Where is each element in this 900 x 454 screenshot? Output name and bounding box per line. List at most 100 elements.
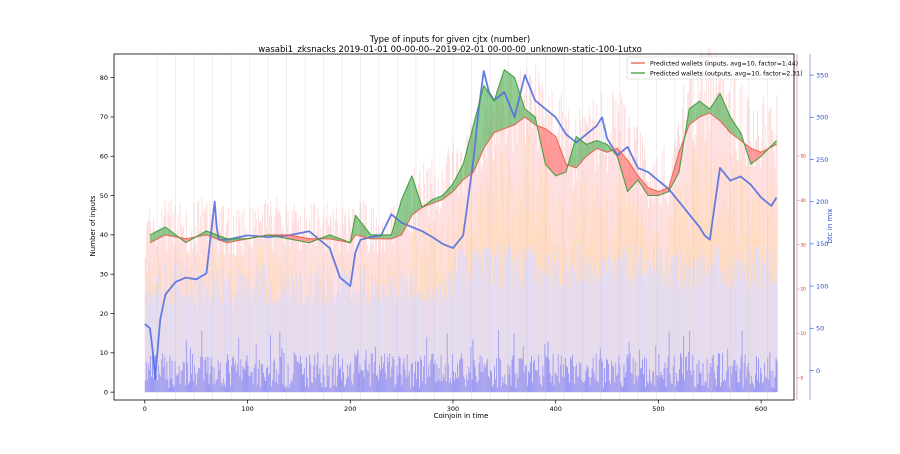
x-tick-label: 100 [241, 405, 253, 413]
bar-lavender [294, 294, 296, 393]
bar-lavender [200, 271, 202, 393]
bar-blue [173, 386, 175, 393]
bar-blue [499, 357, 501, 393]
bar-blue [323, 374, 325, 393]
bar-blue [380, 370, 382, 393]
bar-lavender [651, 277, 653, 393]
bar-blue [202, 356, 204, 393]
bar-lavender [248, 300, 250, 393]
bar-blue [479, 355, 481, 393]
bar-lavender [643, 283, 645, 393]
bar-blue [403, 357, 405, 393]
bar-lavender [688, 267, 690, 393]
bar-lavender [160, 289, 162, 393]
bar-blue [546, 357, 548, 393]
bar-lavender [380, 300, 382, 393]
bar-lavender [488, 265, 490, 393]
bar-blue [178, 365, 180, 393]
bar-pink [353, 209, 355, 393]
bar-blue [641, 359, 644, 393]
bar-lavender [468, 273, 470, 393]
bar-blue [183, 362, 185, 393]
outputs-prediction-line [149, 69, 777, 244]
bar-blue [486, 359, 488, 393]
bar-lavender [157, 276, 159, 393]
bar-blue [558, 382, 560, 393]
bar-blue [497, 387, 499, 393]
bar-lavender [580, 282, 582, 393]
bar-blue [456, 378, 458, 393]
fill-between-green [411, 175, 423, 216]
bar-lavender [321, 300, 323, 393]
bar-blue [636, 379, 638, 393]
bar-lavender [163, 297, 165, 393]
bar-blue [305, 386, 307, 393]
bar-lavender [334, 303, 336, 393]
bar-blue [513, 333, 515, 393]
bar-lavender [610, 258, 612, 393]
bar-blue [376, 374, 379, 393]
bar-lavender [318, 266, 320, 393]
bar-blue [410, 363, 412, 393]
fill-between-red [627, 160, 638, 192]
bar-blue [153, 378, 155, 393]
bar-lavender [664, 287, 666, 393]
bar-blue [720, 386, 722, 393]
bar-lavender [268, 302, 270, 393]
bar-lavender [483, 247, 485, 393]
bar-blue [751, 382, 753, 393]
bar-lavender [517, 252, 519, 393]
bar-orange [500, 152, 502, 393]
bar-blue [372, 373, 374, 393]
bar-lavender [391, 276, 393, 393]
bar-lavender [716, 269, 719, 393]
bar-lavender [750, 246, 752, 393]
bar-lavender [449, 281, 451, 393]
bar-lavender [276, 292, 278, 393]
bar-blue [278, 373, 280, 393]
legend: Predicted wallets (inputs, avg=10, facto… [626, 56, 803, 80]
bar-lavender [745, 279, 747, 393]
bar-lavender [684, 280, 686, 393]
bar-lavender [452, 297, 455, 393]
bar-blue [582, 381, 584, 393]
bar-lavender [562, 286, 564, 393]
bar-blue [770, 371, 772, 393]
bar-blue [765, 376, 767, 393]
bar-blue [662, 378, 664, 393]
bar-blue [631, 373, 633, 393]
bar-lavender [180, 261, 182, 393]
bar-lavender [709, 269, 711, 393]
bar-blue [219, 362, 221, 393]
bar-lavender [628, 245, 630, 393]
bar-blue [240, 359, 242, 393]
bar-lavender [373, 293, 375, 393]
bar-blue [581, 379, 583, 393]
bar-blue [368, 363, 370, 393]
bar-blue [707, 387, 709, 393]
bar-lavender [501, 251, 503, 393]
bar-lavender [204, 299, 206, 393]
bar-blue [637, 375, 639, 393]
bar-blue [693, 370, 695, 393]
bar-lavender [588, 255, 590, 393]
bar-lavender [262, 278, 264, 393]
bar-lavender [226, 286, 229, 393]
bar-lavender [528, 257, 531, 393]
bar-lavender [347, 284, 349, 393]
bar-blue [588, 376, 590, 393]
bar-lavender [570, 265, 572, 393]
bar-blue [555, 374, 557, 393]
bar-lavender [739, 250, 741, 393]
bar-lavender [263, 265, 266, 393]
bar-lavender [218, 301, 220, 393]
bar-blue [353, 374, 355, 393]
bar-blue [375, 375, 377, 393]
bar-lavender [354, 292, 356, 393]
bar-lavender [608, 255, 610, 393]
bar-blue [406, 354, 408, 393]
bar-blue [332, 357, 334, 393]
bar-lavender [621, 260, 623, 393]
bar-lavender [687, 250, 689, 393]
